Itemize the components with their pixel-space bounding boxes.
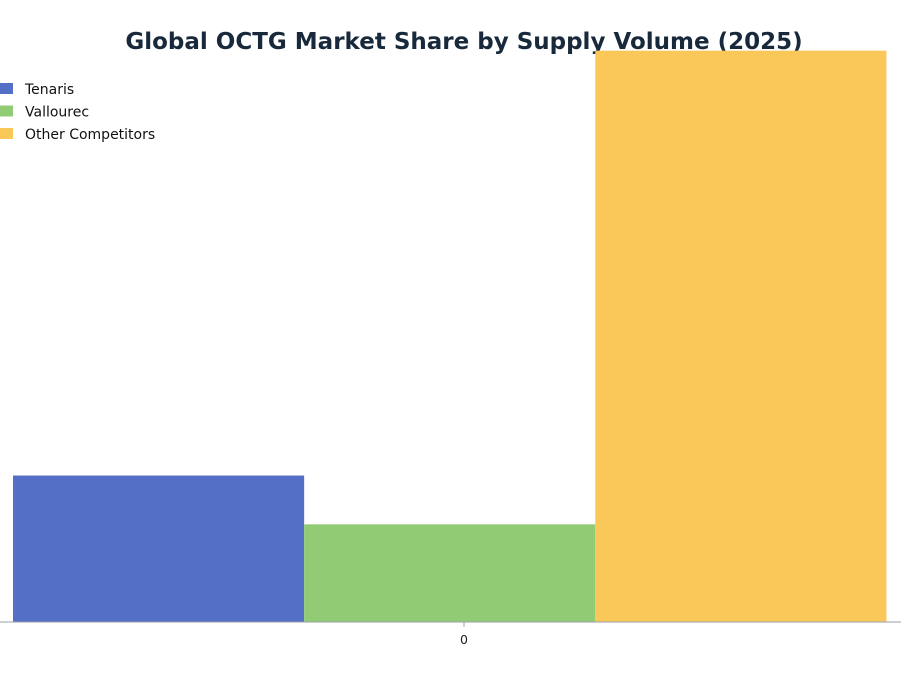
x-axis-ticks: 0 — [460, 622, 468, 647]
legend-label: Vallourec — [25, 105, 89, 121]
legend-swatch — [0, 128, 13, 139]
legend-swatch — [0, 105, 13, 117]
legend-item-other-competitors[interactable]: Other Competitors — [0, 127, 155, 143]
bar-other-competitors — [595, 50, 887, 622]
legend-label: Other Competitors — [25, 127, 155, 143]
legend-item-tenaris[interactable]: Tenaris — [0, 82, 74, 98]
legend-swatch — [0, 83, 13, 94]
legend: Tenaris Vallourec Other Competitors — [0, 82, 155, 143]
x-tick-label: 0 — [460, 632, 468, 647]
legend-item-vallourec[interactable]: Vallourec — [0, 105, 89, 121]
bar-vallourec — [304, 524, 596, 622]
bars-group — [13, 50, 887, 622]
legend-label: Tenaris — [24, 82, 74, 98]
bar-tenaris — [13, 475, 305, 622]
